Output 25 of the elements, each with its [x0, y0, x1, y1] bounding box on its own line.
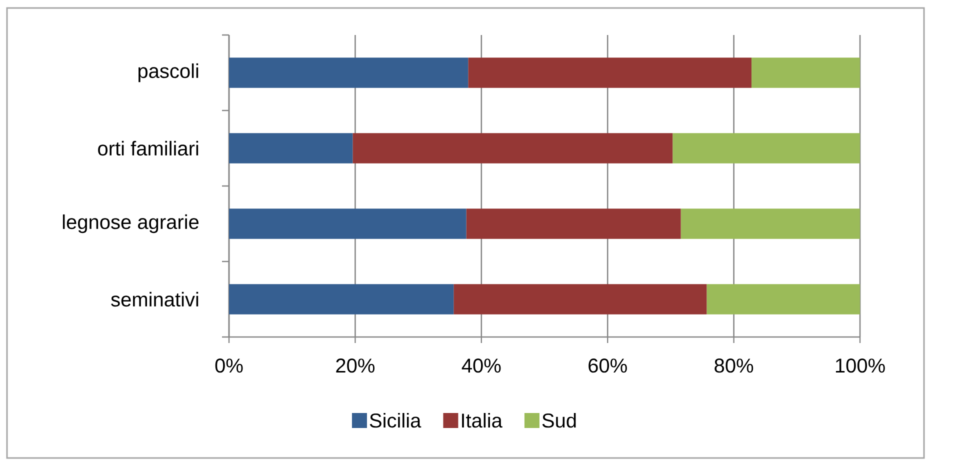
bar — [706, 284, 860, 314]
y-tick-label: pascoli — [138, 63, 198, 82]
x-tick-label: 0% — [215, 358, 243, 373]
bar — [672, 133, 860, 164]
bar — [229, 133, 353, 164]
bar — [352, 133, 673, 164]
bar — [454, 284, 707, 314]
y-tick-label: orti familiari — [98, 140, 198, 156]
legend-label: Sicilia — [370, 412, 422, 428]
bar — [468, 58, 752, 88]
x-tick-label: 100% — [836, 358, 885, 373]
bar — [466, 208, 681, 239]
y-tick-label: seminativi — [111, 292, 198, 307]
bar — [229, 58, 468, 88]
bar — [680, 208, 860, 239]
y-tick-label: legnose agrarie — [62, 214, 199, 234]
x-tick-label: 80% — [714, 358, 754, 373]
x-tick-label: 40% — [462, 358, 501, 373]
x-tick-label: 60% — [588, 358, 627, 373]
x-tick-label: 20% — [336, 358, 374, 373]
legend-label: Italia — [462, 412, 502, 428]
bar — [229, 284, 454, 314]
bar — [229, 208, 466, 239]
bar — [751, 58, 860, 88]
legend-label: Sud — [542, 412, 576, 428]
